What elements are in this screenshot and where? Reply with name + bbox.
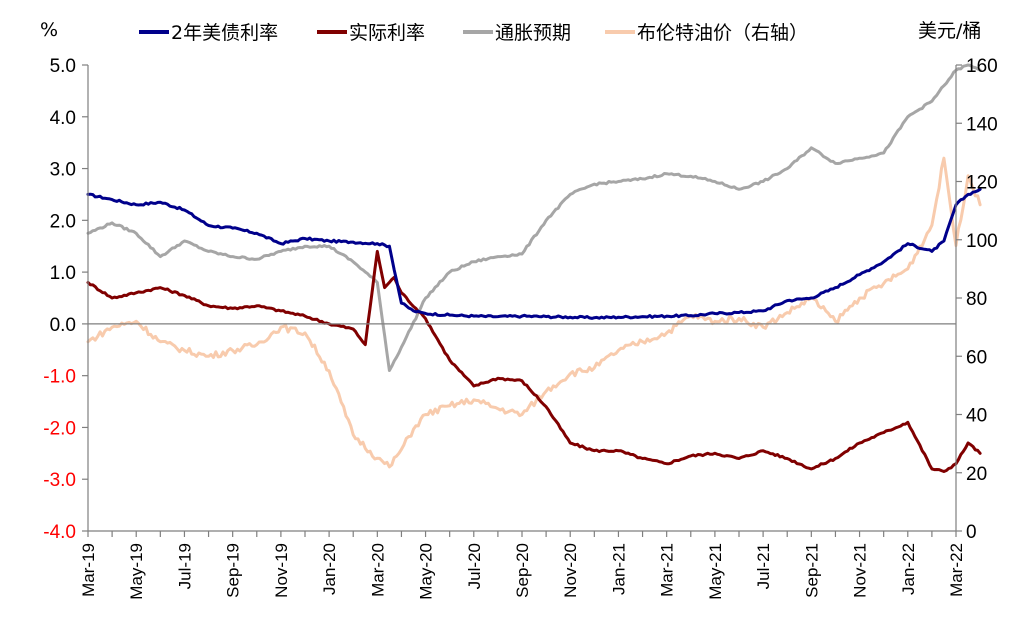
x-tick-label: Mar-20 (368, 543, 387, 597)
x-tick-label: Nov-21 (851, 543, 870, 598)
y-left-tick-label: -3.0 (43, 470, 76, 491)
x-tick-label: Mar-22 (947, 543, 966, 597)
y-right-tick-label: 80 (966, 289, 987, 310)
y-left-tick-label: 1.0 (50, 263, 76, 284)
y-left-tick-label: -1.0 (43, 367, 76, 388)
x-tick-label: Nov-19 (272, 543, 291, 598)
y-left-tick-label: -2.0 (43, 418, 76, 439)
y-left-tick-label: 5.0 (50, 56, 76, 77)
right-axis-unit: 美元/桶 (918, 20, 981, 42)
x-tick-label: Mar-19 (79, 543, 98, 597)
x-tick-label: May-19 (127, 543, 146, 600)
series-line-1 (86, 249, 982, 473)
y-right-tick-label: 100 (966, 231, 998, 252)
x-tick-label: May-21 (706, 543, 725, 600)
y-right-tick-label: 140 (966, 114, 998, 135)
series-line-2 (86, 63, 982, 372)
left-axis-unit: % (40, 19, 58, 41)
x-tick-label: Jul-20 (465, 543, 484, 589)
x-tick-label: Jul-19 (175, 543, 194, 589)
y-left-tick-label: -4.0 (43, 522, 76, 543)
y-right-tick-label: 40 (966, 406, 987, 427)
x-tick-label: Jul-21 (754, 543, 773, 589)
x-tick-label: Sep-19 (224, 543, 243, 598)
y-left-tick-label: 2.0 (50, 211, 76, 232)
tick-labels: 5.0 4.0 3.0 2.0 1.0 0.0 -1.0 -2.0 -3.0 -4.0 160 140… (43, 56, 997, 600)
legend-label-3: 布伦特油价（右轴） (637, 22, 808, 44)
y-left-tick-label: 3.0 (50, 160, 76, 181)
x-tick-label: Jan-21 (609, 543, 628, 595)
y-left-tick-label: 4.0 (50, 108, 76, 129)
y-right-tick-label: 60 (966, 347, 987, 368)
y-right-tick-label: 160 (966, 56, 998, 77)
legend-label-1: 实际利率 (349, 22, 425, 44)
y-right-tick-label: 120 (966, 173, 998, 194)
plot-area (86, 63, 982, 473)
y-right-tick-label: 0 (966, 522, 977, 543)
axes (82, 64, 962, 537)
x-tick-label: Nov-20 (561, 543, 580, 598)
legend-label-2: 通胀预期 (495, 22, 571, 44)
legend-label-0: 2年美债利率 (171, 22, 278, 44)
x-tick-label: Jan-22 (899, 543, 918, 595)
y-right-tick-label: 20 (966, 464, 987, 485)
x-tick-label: Mar-21 (658, 543, 677, 597)
x-tick-label: May-20 (417, 543, 436, 600)
series-line-0 (86, 187, 982, 320)
x-tick-label: Sep-20 (513, 543, 532, 598)
x-tick-label: Sep-21 (802, 543, 821, 598)
series-line-3 (86, 156, 982, 469)
x-tick-label: Jan-20 (320, 543, 339, 595)
legend: 2年美债利率 实际利率 通胀预期 布伦特油价（右轴） (139, 22, 808, 44)
y-left-tick-label: 0.0 (50, 315, 76, 336)
